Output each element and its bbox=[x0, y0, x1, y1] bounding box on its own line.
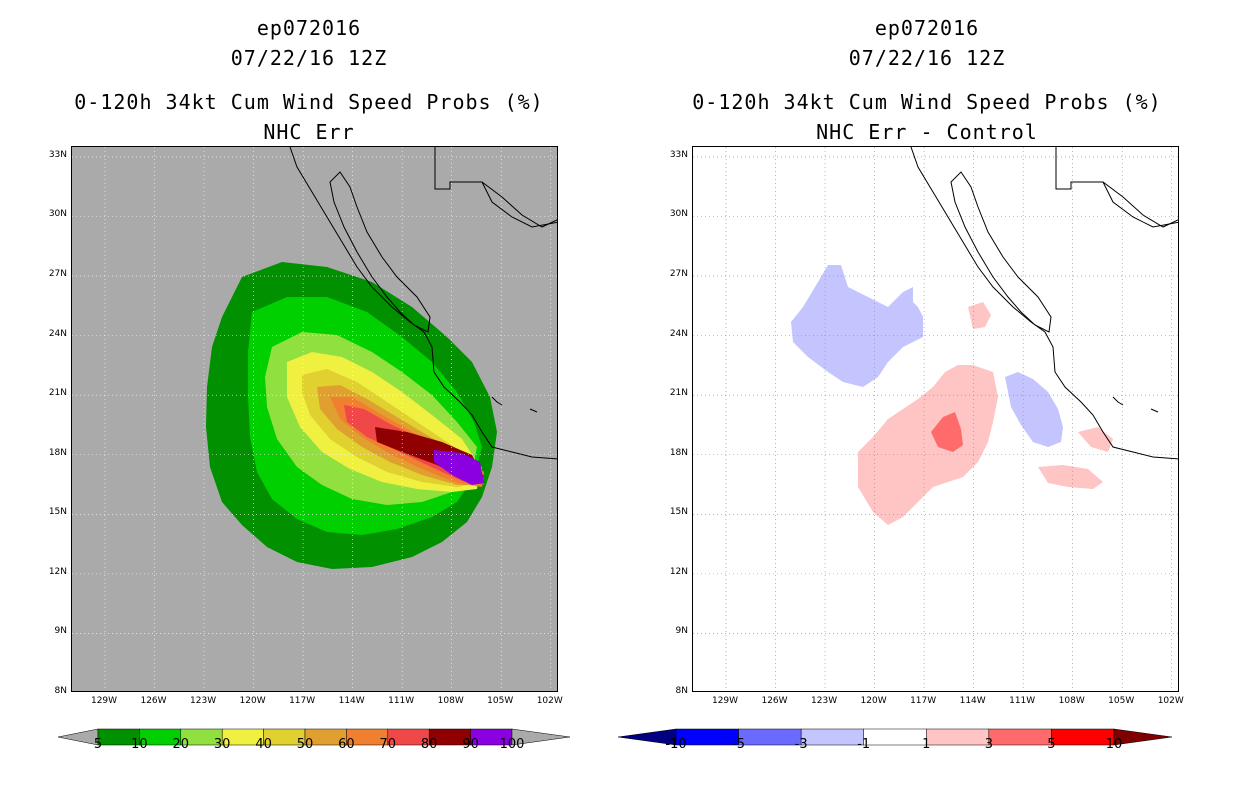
panel-subtitle: NHC Err bbox=[263, 120, 355, 144]
lat-tick-label: 12N bbox=[48, 566, 67, 577]
lon-tick-label: 120W bbox=[239, 696, 266, 706]
negative-region-west bbox=[791, 265, 923, 387]
lon-tick-label: 129W bbox=[711, 696, 739, 706]
colorbar bbox=[618, 728, 1173, 746]
colorbar-end-right bbox=[511, 728, 571, 746]
lon-tick-label: 102W bbox=[536, 696, 563, 706]
lat-tick-label: 15N bbox=[669, 507, 688, 518]
lat-tick-label: 8N bbox=[675, 686, 688, 696]
colorbar-tick-label: 40 bbox=[255, 737, 272, 752]
positive-region-center bbox=[858, 365, 998, 525]
lat-tick-label: 33N bbox=[48, 149, 67, 160]
lat-tick-label: 21N bbox=[669, 388, 688, 399]
left-panel: ep072016 07/22/16 12Z 0-120h 34kt Cum Wi… bbox=[48, 16, 571, 752]
lon-tick-label: 117W bbox=[910, 696, 937, 706]
lat-tick-label: 30N bbox=[669, 209, 688, 220]
colorbar-tick-label: 100 bbox=[499, 737, 525, 752]
colorbar-tick-label: 10 bbox=[131, 737, 148, 752]
lon-tick-label: 129W bbox=[90, 696, 118, 706]
probability-map bbox=[71, 146, 558, 692]
difference-map bbox=[692, 146, 1179, 692]
lon-tick-label: 120W bbox=[860, 696, 887, 706]
colorbar-tick-label: -10 bbox=[665, 737, 687, 752]
storm-id: ep072016 bbox=[874, 16, 980, 40]
storm-id: ep072016 bbox=[256, 16, 362, 40]
lon-tick-label: 117W bbox=[289, 696, 316, 706]
colorbar-tick-label: 50 bbox=[296, 737, 314, 752]
lon-tick-label: 108W bbox=[437, 696, 464, 706]
colorbar-tick-label: 10 bbox=[1105, 737, 1123, 752]
lon-tick-label: 123W bbox=[811, 696, 838, 706]
coastlines bbox=[289, 147, 557, 460]
colorbar-tick-label: 1 bbox=[922, 737, 931, 752]
lon-tick-label: 111W bbox=[388, 696, 415, 706]
lat-tick-label: 8N bbox=[54, 686, 67, 696]
product-title: 0-120h 34kt Cum Wind Speed Probs (%) bbox=[74, 90, 544, 114]
lon-tick-label: 108W bbox=[1058, 696, 1085, 706]
lat-tick-label: 24N bbox=[48, 328, 67, 339]
forecast-datetime: 07/22/16 12Z bbox=[230, 46, 388, 70]
colorbar-tick-label: 90 bbox=[462, 737, 479, 752]
lat-tick-label: 33N bbox=[669, 149, 688, 160]
lat-tick-label: 27N bbox=[669, 269, 688, 280]
colorbar-tick-label: 60 bbox=[338, 737, 355, 752]
product-title: 0-120h 34kt Cum Wind Speed Probs (%) bbox=[692, 90, 1162, 114]
colorbar-end-right bbox=[1113, 728, 1173, 746]
lon-tick-label: 102W bbox=[1157, 696, 1184, 706]
lon-tick-label: 114W bbox=[338, 696, 365, 706]
negative-region-east bbox=[1005, 372, 1063, 447]
lat-lon-grid bbox=[693, 147, 1178, 691]
lon-tick-label: 111W bbox=[1009, 696, 1036, 706]
lat-tick-label: 18N bbox=[48, 447, 67, 458]
positive-region-east bbox=[1038, 465, 1103, 489]
lon-tick-label: 105W bbox=[487, 696, 514, 706]
lat-lon-grid bbox=[72, 147, 557, 691]
right-panel: ep072016 07/22/16 12Z 0-120h 34kt Cum Wi… bbox=[618, 0, 1236, 800]
lat-tick-label: 30N bbox=[48, 209, 67, 220]
lat-tick-label: 12N bbox=[669, 566, 688, 577]
lat-tick-label: 21N bbox=[48, 388, 67, 399]
colorbar bbox=[57, 728, 571, 746]
probability-contours bbox=[206, 262, 497, 569]
colorbar-tick-label: 80 bbox=[420, 737, 438, 752]
contour-90 bbox=[434, 450, 484, 485]
colorbar-tick-label: 20 bbox=[172, 737, 190, 752]
lat-tick-label: 15N bbox=[48, 507, 67, 518]
colorbar-tick-label: 70 bbox=[379, 737, 397, 752]
colorbar-tick-label: 3 bbox=[984, 737, 993, 752]
lat-tick-label: 18N bbox=[669, 447, 688, 458]
colorbar-tick-label: -1 bbox=[857, 737, 871, 752]
difference-contours bbox=[791, 265, 1113, 525]
lat-tick-label: 27N bbox=[48, 269, 67, 280]
lat-tick-label: 24N bbox=[669, 328, 688, 339]
colorbar-tick-label: 5 bbox=[1047, 737, 1056, 752]
positive-core bbox=[931, 412, 963, 452]
lon-tick-label: 126W bbox=[761, 696, 788, 706]
lon-tick-label: 114W bbox=[959, 696, 986, 706]
forecast-datetime: 07/22/16 12Z bbox=[848, 46, 1006, 70]
lat-tick-label: 9N bbox=[54, 626, 67, 637]
colorbar-tick-label: -3 bbox=[794, 737, 808, 752]
coastlines bbox=[910, 147, 1178, 460]
colorbar-tick-label: 5 bbox=[93, 737, 103, 752]
lon-tick-label: 105W bbox=[1108, 696, 1135, 706]
colorbar-tick-label: 30 bbox=[213, 737, 231, 752]
lon-tick-label: 126W bbox=[140, 696, 167, 706]
lon-tick-label: 123W bbox=[190, 696, 217, 706]
lat-tick-label: 9N bbox=[675, 626, 688, 637]
panel-subtitle: NHC Err - Control bbox=[816, 120, 1038, 144]
positive-region-north bbox=[968, 302, 991, 329]
colorbar-tick-label: -5 bbox=[732, 737, 746, 752]
